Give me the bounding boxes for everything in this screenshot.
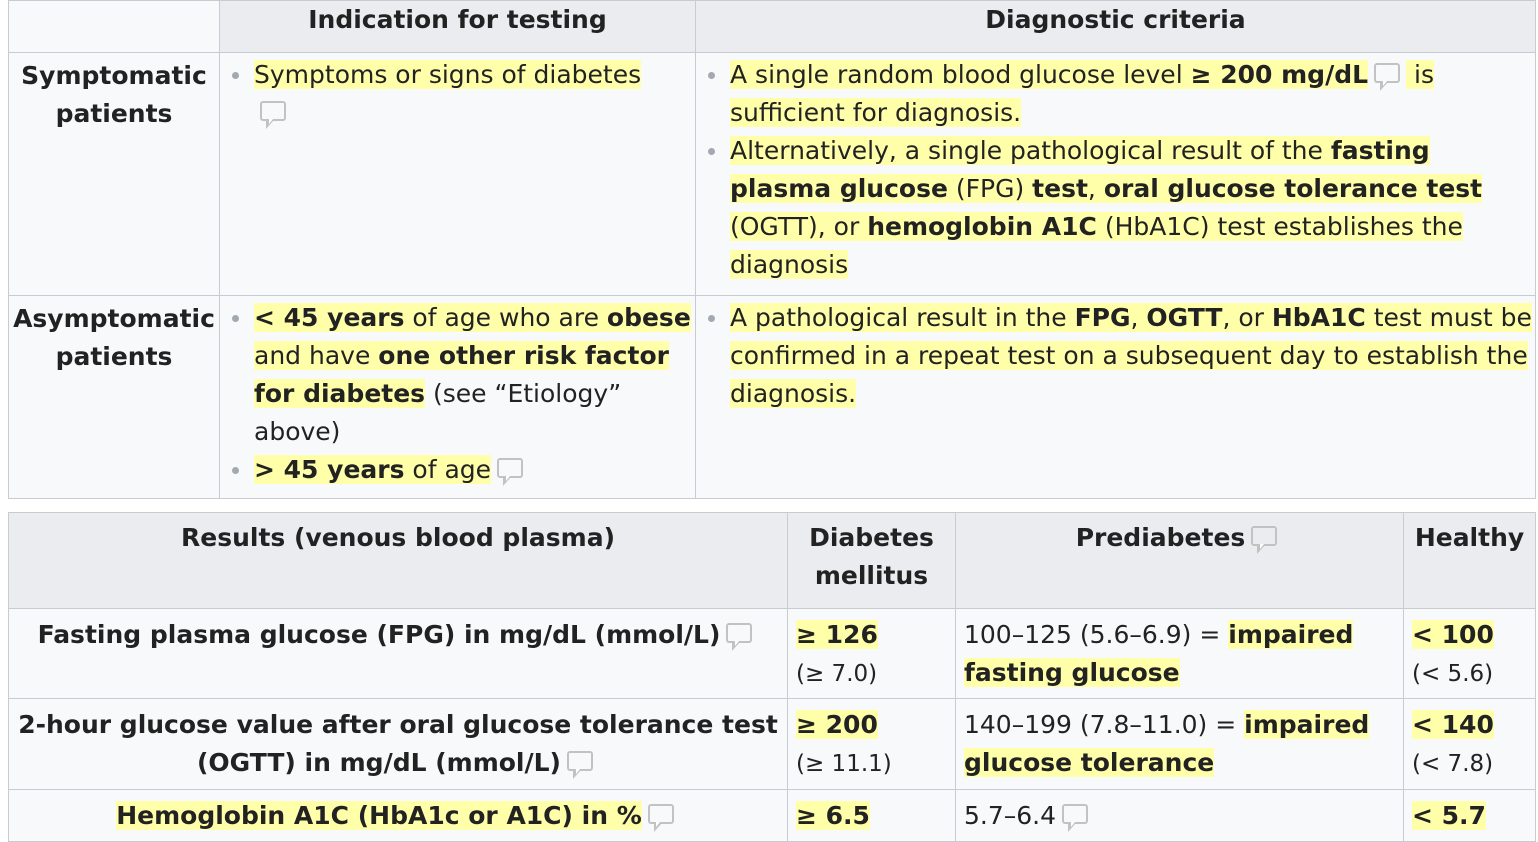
list-item: < 45 years of age who are obese and have… xyxy=(220,299,695,451)
testing-indication-table: Indication for testing Diagnostic criter… xyxy=(8,0,1536,499)
row-header: Asymptomatic patients xyxy=(8,295,220,499)
comment-icon[interactable] xyxy=(260,101,286,129)
column-header: Prediabetes xyxy=(955,512,1404,609)
list-item: Alternatively, a single pathological res… xyxy=(696,132,1535,284)
comment-icon[interactable] xyxy=(726,623,753,651)
list-item: A single random blood glucose level ≥ 20… xyxy=(696,56,1535,132)
criteria-cell: A single random blood glucose level ≥ 20… xyxy=(695,52,1536,296)
table-header-row: Results (venous blood plasma) Diabetes m… xyxy=(8,512,1536,609)
indication-cell: Symptoms or signs of diabetes xyxy=(219,52,696,296)
comment-icon[interactable] xyxy=(1251,526,1278,554)
list-item: Symptoms or signs of diabetes xyxy=(220,56,695,132)
row-header: Hemoglobin A1C (HbA1c or A1C) in % xyxy=(8,789,788,842)
column-header: Results (venous blood plasma) xyxy=(8,512,788,609)
comment-icon[interactable] xyxy=(567,751,593,779)
row-header: Symptomatic patients xyxy=(8,52,220,296)
column-header: Indication for testing xyxy=(219,0,696,53)
list-item: A pathological result in the FPG, OGTT, … xyxy=(696,299,1535,413)
healthy-cell: < 100 (< 5.6) xyxy=(1403,608,1536,699)
diabetes-cell: ≥ 200 (≥ 11.1) xyxy=(787,698,956,790)
comment-icon[interactable] xyxy=(647,804,674,832)
healthy-cell: < 140 (< 7.8) xyxy=(1403,698,1536,790)
prediabetes-cell: 140–199 (7.8–11.0) = impaired glucose to… xyxy=(955,698,1404,790)
row-header: Fasting plasma glucose (FPG) in mg/dL (m… xyxy=(8,608,788,699)
prediabetes-cell: 100–125 (5.6–6.9) = impaired fasting glu… xyxy=(955,608,1404,699)
list-item: > 45 years of age xyxy=(220,451,695,489)
table-header-row: Indication for testing Diagnostic criter… xyxy=(8,0,1536,53)
table-row: Hemoglobin A1C (HbA1c or A1C) in % ≥ 6.5… xyxy=(8,789,1536,842)
indication-cell: < 45 years of age who are obese and have… xyxy=(219,295,696,499)
corner-cell xyxy=(8,0,220,53)
comment-icon[interactable] xyxy=(497,458,524,486)
highlighted-text: Symptoms or signs of diabetes xyxy=(254,60,642,89)
table-row: Asymptomatic patients < 45 years of age … xyxy=(8,295,1536,499)
table-row: Fasting plasma glucose (FPG) in mg/dL (m… xyxy=(8,608,1536,699)
table-row: 2-hour glucose value after oral glucose … xyxy=(8,698,1536,790)
prediabetes-cell: 5.7–6.4 xyxy=(955,789,1404,842)
column-header: Diagnostic criteria xyxy=(695,0,1536,53)
diabetes-cell: ≥ 6.5 xyxy=(787,789,956,842)
diabetes-cell: ≥ 126 (≥ 7.0) xyxy=(787,608,956,699)
table-row: Symptomatic patients Symptoms or signs o… xyxy=(8,52,1536,296)
comment-icon[interactable] xyxy=(1062,804,1089,832)
column-header: Healthy xyxy=(1403,512,1536,609)
column-header: Diabetes mellitus xyxy=(787,512,956,609)
comment-icon[interactable] xyxy=(1374,63,1401,91)
glucose-results-table: Results (venous blood plasma) Diabetes m… xyxy=(8,512,1536,842)
row-header: 2-hour glucose value after oral glucose … xyxy=(8,698,788,790)
criteria-cell: A pathological result in the FPG, OGTT, … xyxy=(695,295,1536,499)
